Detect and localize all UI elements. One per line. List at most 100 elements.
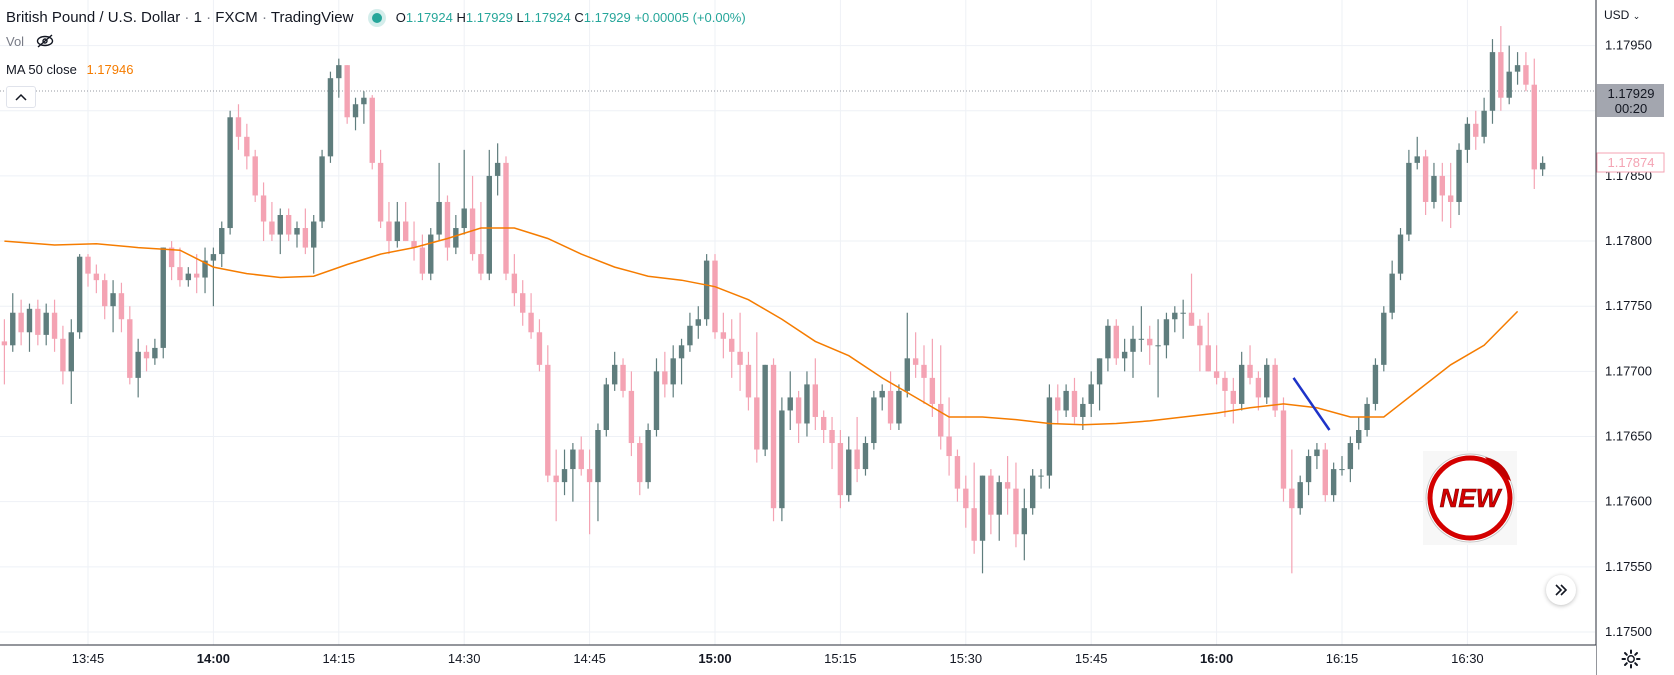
eye-hidden-icon[interactable] [36,34,54,51]
candle [804,371,810,437]
candle-body [1506,71,1512,98]
candle [770,358,777,522]
candle [1138,306,1145,352]
candle [1272,358,1278,417]
candle [687,312,693,352]
candle [1172,306,1178,333]
candle-body [503,162,509,274]
candle-body [770,364,777,509]
chevron-down-icon: ⌄ [1632,11,1641,21]
candle [469,175,476,261]
candle [996,475,1002,541]
candle-body [1013,488,1019,535]
candle [854,416,860,483]
candle [929,338,936,417]
price-tick-label: 1.17800 [1605,233,1652,248]
price-tick-label: 1.17550 [1605,559,1652,574]
candle-body [26,308,33,333]
candle-body [1456,149,1462,202]
candle-body [302,228,309,248]
countdown-value: 00:20 [1615,101,1648,116]
candle-body [1197,325,1203,346]
candle-body [862,443,869,470]
candle [1264,358,1270,404]
candle-body [1330,469,1337,496]
candle-body [127,319,133,378]
candle [419,234,426,281]
candle-body [444,201,451,248]
candle-body [1213,371,1220,378]
candle [152,338,158,365]
candle [185,267,192,287]
candle-body [1389,273,1395,313]
candle-body [1163,319,1170,346]
candle-body [411,241,417,248]
candle [904,312,910,398]
candle-body [979,475,986,541]
candle [51,299,58,352]
candle [737,312,743,391]
candle-body [244,136,250,157]
candle [1188,273,1195,326]
candle-body [1539,162,1546,170]
candle [1514,52,1521,85]
candle-body [419,247,426,274]
candle [494,143,501,196]
candle-body [227,117,233,229]
candle [561,449,568,496]
candle [1238,351,1245,411]
source-label: TradingView [270,9,354,26]
candle-body [252,156,258,196]
candle-body [745,364,752,398]
candle [1,319,8,385]
candle-body [118,293,125,320]
candle [1322,443,1328,502]
currency-selector[interactable]: USD ⌄ [1604,8,1640,22]
low-value: 1.17924 [523,10,571,25]
drawn-trendline[interactable] [1292,377,1331,431]
candle [1063,384,1069,417]
current-price-badge: 1.17929 00:20 [1597,84,1664,117]
candle [1147,325,1153,365]
candle-body [352,104,359,118]
candle-body [1096,358,1103,385]
candle [1439,162,1446,222]
candle [436,162,442,242]
ma-value: 1.17946 [86,62,134,77]
candle [68,319,74,404]
candle-body [737,351,743,365]
volume-legend[interactable]: Vol [6,34,54,51]
candle-body [1414,156,1420,163]
collapse-legend-button[interactable] [6,86,36,108]
candle-body [729,338,735,352]
candle [277,208,283,255]
scroll-to-realtime-button[interactable] [1546,575,1576,605]
candle [1247,345,1253,385]
candle-body [168,247,175,268]
time-tick-label: 13:45 [72,651,105,666]
ma-legend[interactable]: MA 50 close 1.17946 [6,62,133,77]
candle-body [1464,123,1471,150]
candle [653,358,660,437]
candle-body [478,254,484,274]
candle [887,371,894,430]
candle [637,436,643,496]
ghost-price-label: 1.17874 [1596,152,1665,173]
candle-body [1473,123,1479,137]
candle [85,254,91,287]
gear-icon[interactable] [1620,648,1642,670]
candle-body [436,201,442,235]
candle [611,351,618,391]
candle [971,462,977,554]
time-axis[interactable] [0,645,1596,675]
close-value: 1.17929 [583,10,631,25]
interval-label[interactable]: 1 [193,9,202,26]
candle [1481,97,1487,144]
candle [1096,358,1103,411]
symbol-name[interactable]: British Pound / U.S. Dollar [6,9,181,26]
currency-label: USD [1604,8,1630,22]
candle [369,95,375,170]
candle-body [85,256,91,274]
candle-body [210,254,217,261]
